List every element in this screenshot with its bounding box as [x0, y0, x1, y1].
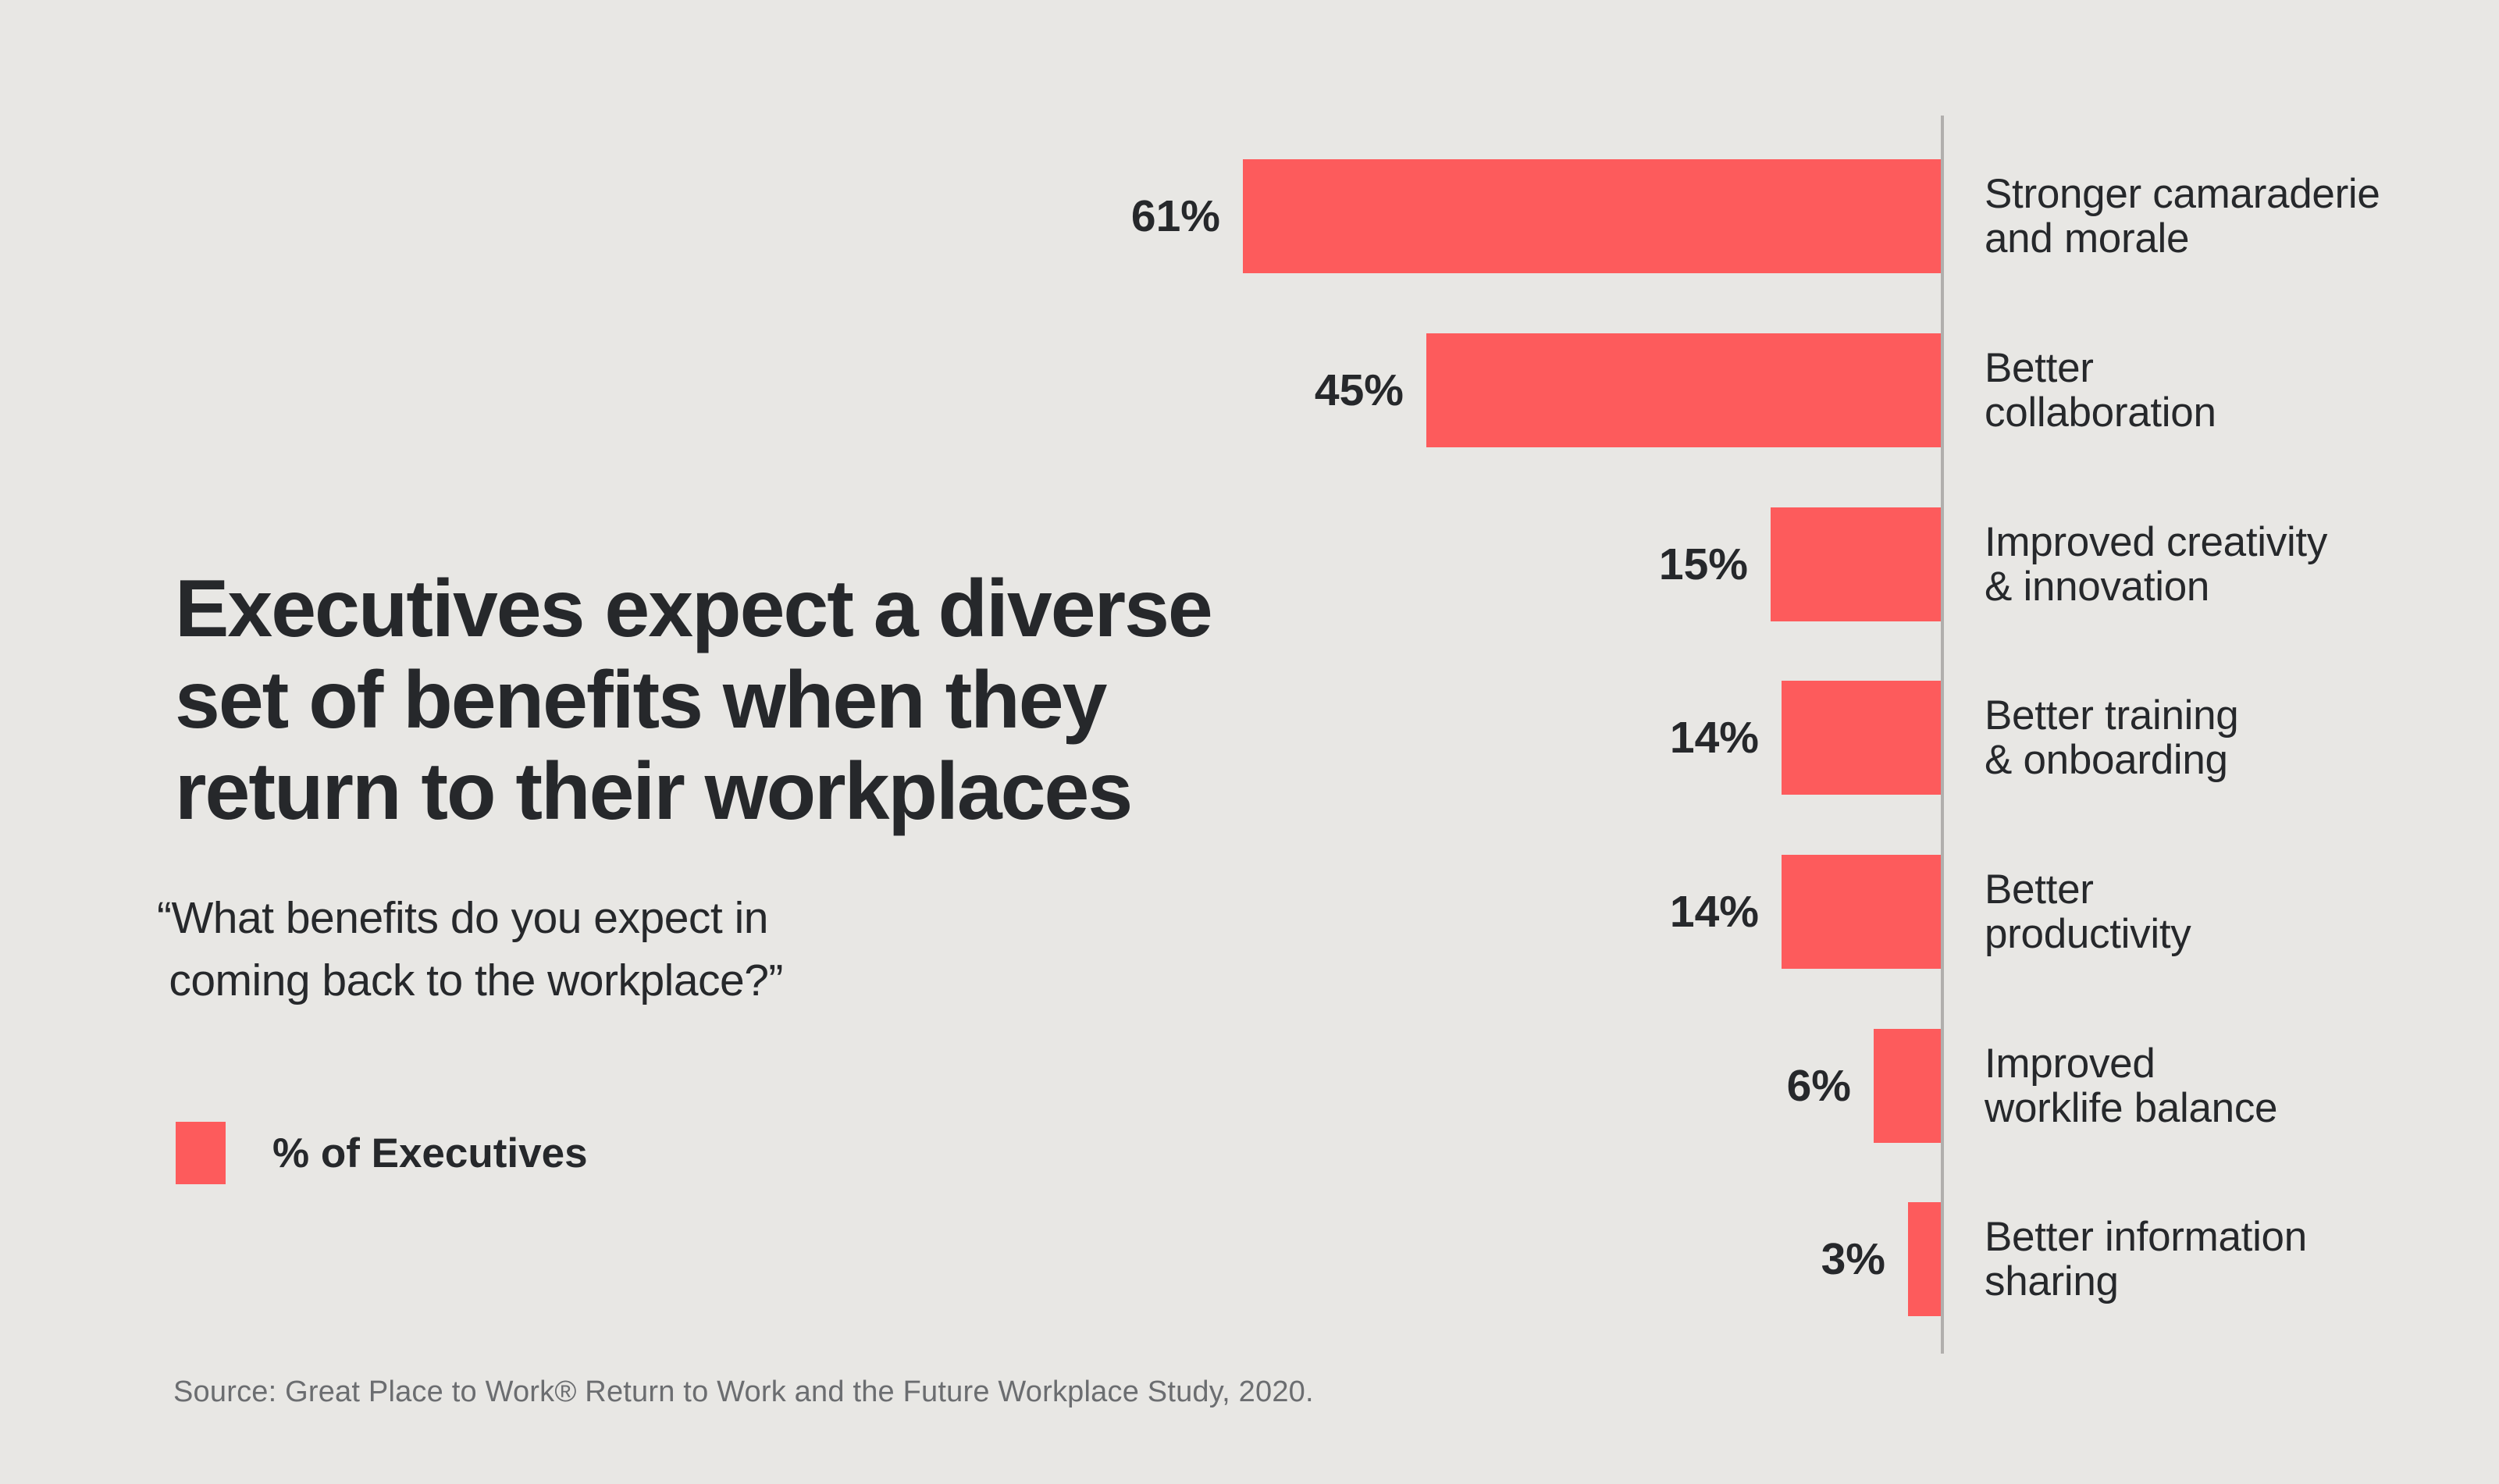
category-label: Better productivity	[1985, 867, 2191, 957]
bar-row: 45% Better collaboration	[0, 333, 2499, 447]
value-label: 61%	[1130, 191, 1220, 241]
bar	[1243, 159, 1942, 273]
bar	[1908, 1202, 1942, 1316]
value-label: 6%	[1786, 1061, 1851, 1111]
legend-swatch	[176, 1122, 226, 1184]
value-label: 14%	[1669, 713, 1759, 763]
legend-label: % of Executives	[272, 1130, 588, 1176]
value-label: 45%	[1314, 365, 1404, 415]
baseline-axis	[1941, 116, 1944, 1354]
bar	[1771, 507, 1942, 621]
category-label: Improved creativity & innovation	[1985, 519, 2328, 610]
bar-row: 3% Better information sharing	[0, 1202, 2499, 1316]
bar	[1782, 681, 1942, 795]
chart-subtitle-question: “What benefits do you expect in coming b…	[157, 893, 783, 1005]
legend: % of Executives	[176, 1122, 588, 1184]
category-label: Better training & onboarding	[1985, 692, 2239, 783]
source-note: Source: Great Place to Work® Return to W…	[173, 1375, 1314, 1408]
category-label: Stronger camaraderie and morale	[1985, 171, 2380, 262]
bar	[1426, 333, 1942, 447]
bar-row: 6% Improved worklife balance	[0, 1029, 2499, 1143]
category-label: Improved worklife balance	[1985, 1041, 2278, 1131]
category-label: Better information sharing	[1985, 1214, 2307, 1304]
chart-title: Executives expect a diverse set of benef…	[175, 563, 1213, 837]
value-label: 3%	[1821, 1234, 1885, 1284]
category-label: Better collaboration	[1985, 345, 2216, 436]
value-label: 14%	[1669, 887, 1759, 937]
bar-row: 61% Stronger camaraderie and morale	[0, 159, 2499, 273]
value-label: 15%	[1658, 539, 1748, 589]
bar	[1782, 855, 1942, 969]
bar	[1874, 1029, 1942, 1143]
bar-row: 14% Better productivity	[0, 855, 2499, 969]
bar-row: 14% Better training & onboarding	[0, 681, 2499, 795]
bar-row: 15% Improved creativity & innovation	[0, 507, 2499, 621]
